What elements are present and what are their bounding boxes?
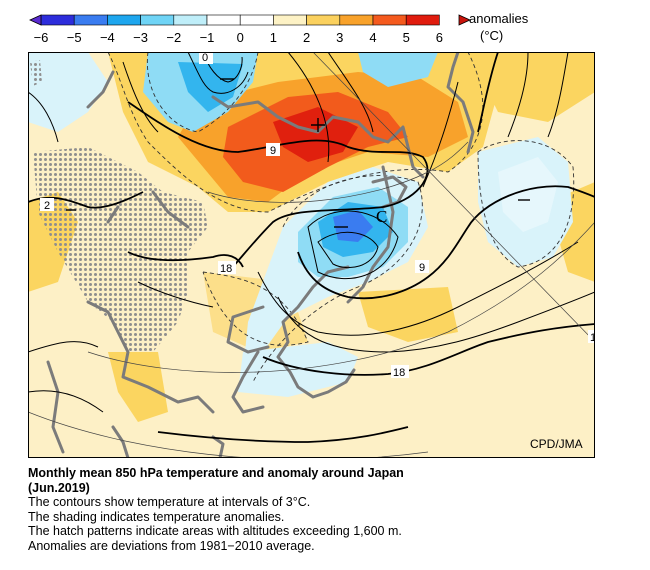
colorbar-scale — [29, 14, 471, 26]
colorbar-tick-label: −6 — [33, 30, 49, 45]
colorbar-tick-label: 5 — [402, 30, 410, 45]
colorbar-tick-label: 6 — [435, 30, 443, 45]
colorbar-cell — [306, 14, 341, 26]
colorbar-cell — [372, 14, 407, 26]
anomaly-colorbar: −6 −5 −4 −3 −2 −1 0 1 2 3 4 5 6 anomalies (°C) — [0, 0, 650, 52]
colorbar-tick-label: −1 — [199, 30, 215, 45]
anomaly-map: C 0 9 9 18 18 2 1 CPD/JMA — [28, 52, 595, 458]
colorbar-cell — [339, 14, 374, 26]
colorbar-cell — [405, 14, 440, 26]
caption-period: (Jun.2019) — [28, 480, 90, 495]
high-terrain-hatch-north — [30, 60, 42, 86]
colorbar-cell — [206, 14, 241, 26]
colorbar-tick-label: −5 — [66, 30, 82, 45]
colorbar-tick-label: 2 — [302, 30, 311, 45]
cold-center-label: C — [376, 207, 387, 226]
caption-line-shading: The shading indicates temperature anomal… — [28, 509, 285, 524]
colorbar-arrow-right — [458, 14, 471, 26]
colorbar-cell — [239, 14, 274, 26]
caption-line-contours: The contours show temperature at interva… — [28, 495, 311, 509]
caption-line-baseline: Anomalies are deviations from 1981−2010 … — [28, 538, 315, 553]
center-markers — [66, 78, 530, 228]
contour-label-18-west: 18 — [220, 263, 232, 275]
colorbar-tick-label: 4 — [369, 30, 377, 45]
high-terrain-hatch — [33, 147, 208, 352]
colorbar-cell — [40, 14, 75, 26]
credit-label: CPD/JMA — [530, 437, 583, 451]
colorbar-tick-label: −4 — [99, 30, 115, 45]
contour-label-boxes: 0 9 9 18 18 2 1 — [40, 52, 595, 379]
colorbar-cell — [140, 14, 175, 26]
contour-label-18-south: 18 — [393, 367, 405, 379]
contour-label-9-east: 9 — [419, 262, 425, 274]
colorbar-title: anomalies — [469, 11, 529, 26]
colorbar-cell — [173, 14, 208, 26]
colorbar-tick-label: −2 — [166, 30, 182, 45]
colorbar-tick-label: 3 — [336, 30, 344, 45]
figure-caption: Monthly mean 850 hPa temperature and ano… — [28, 466, 628, 553]
colorbar-cell — [73, 14, 108, 26]
colorbar-cell — [107, 14, 141, 26]
contour-label-1: 1 — [590, 332, 595, 344]
colorbar-tick-label: 0 — [236, 30, 244, 45]
colorbar-arrow-left — [29, 14, 42, 26]
contour-label-9-north: 9 — [270, 145, 276, 157]
colorbar-tick-label: −3 — [133, 30, 148, 45]
caption-line-hatch: The hatch patterns indicate areas with a… — [28, 524, 402, 538]
map-frame — [28, 52, 595, 458]
colorbar-unit: (°C) — [480, 28, 504, 43]
contour-label-2: 2 — [44, 200, 50, 212]
colorbar-cell — [273, 14, 307, 26]
zero-anomaly-contours — [107, 52, 575, 383]
temperature-contours — [28, 52, 595, 443]
caption-title: Monthly mean 850 hPa temperature and ano… — [28, 466, 404, 480]
contour-label-0: 0 — [202, 52, 208, 64]
colorbar-tick-label: 1 — [269, 30, 277, 45]
